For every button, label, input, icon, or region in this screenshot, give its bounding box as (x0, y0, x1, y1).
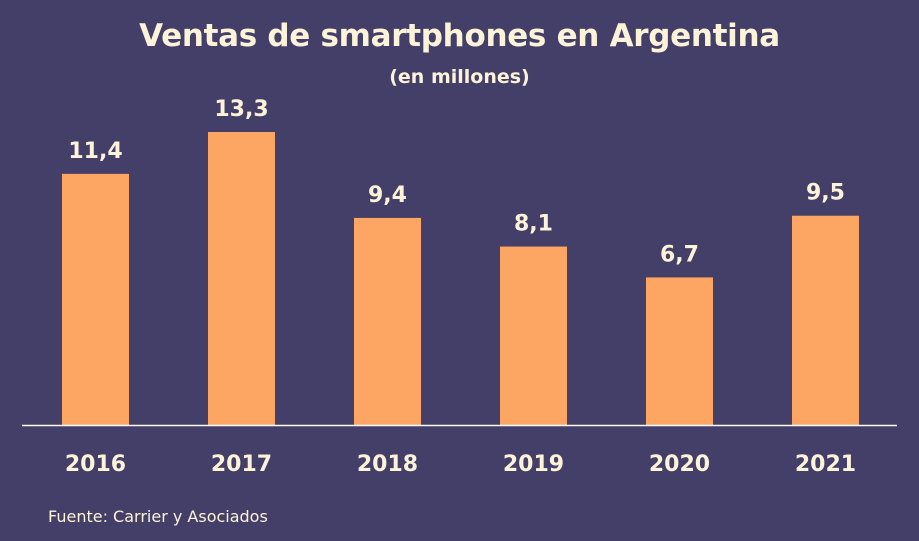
x-tick-label-2021: 2021 (795, 452, 856, 477)
x-tick-label-2018: 2018 (357, 452, 418, 477)
data-label-2021: 9,5 (806, 181, 845, 206)
bar-2021 (792, 215, 859, 425)
data-label-2017: 13,3 (214, 97, 268, 122)
bar-2019 (500, 246, 567, 425)
x-tick-label-2017: 2017 (211, 452, 272, 477)
bar-2020 (646, 277, 713, 425)
data-label-2020: 6,7 (660, 242, 699, 267)
data-label-2018: 9,4 (368, 183, 407, 208)
x-tick-label-2016: 2016 (65, 452, 126, 477)
bar-2016 (62, 173, 129, 425)
data-label-2016: 11,4 (68, 139, 122, 164)
x-tick-label-2020: 2020 (649, 452, 710, 477)
bar-2017 (208, 132, 275, 425)
bar-2018 (354, 217, 421, 425)
x-tick-label-2019: 2019 (503, 452, 564, 477)
chart-subtitle: (en millones) (389, 66, 530, 88)
data-label-2019: 8,1 (514, 212, 553, 237)
source-note: Fuente: Carrier y Asociados (48, 507, 268, 526)
chart-title: Ventas de smartphones en Argentina (139, 18, 780, 54)
